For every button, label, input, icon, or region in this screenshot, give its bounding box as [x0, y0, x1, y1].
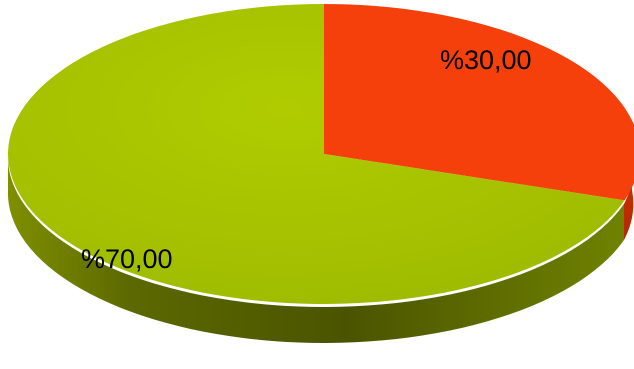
- pie-slice-1: [324, 4, 634, 201]
- pie-slice-2: [7, 4, 625, 305]
- pie-side-slice-1: [624, 154, 634, 240]
- pie-side-slice-2: [7, 154, 624, 343]
- pie-slice-1-label: %30,00: [440, 45, 532, 75]
- pie-slice-2-label: %70,00: [81, 244, 173, 274]
